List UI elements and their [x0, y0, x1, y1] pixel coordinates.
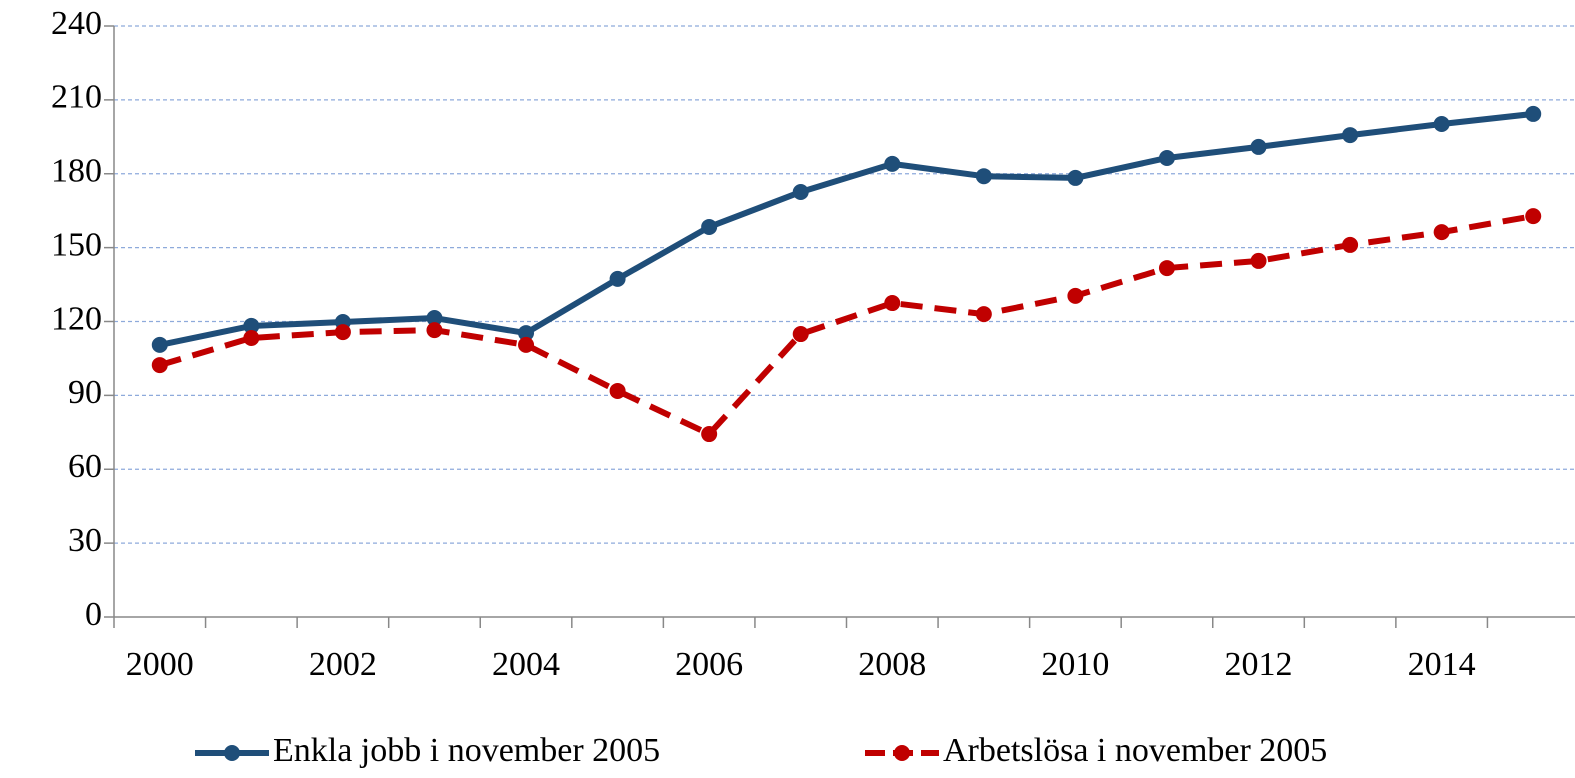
data-point — [1525, 105, 1542, 122]
data-point — [701, 218, 718, 235]
x-tick-label: 2012 — [1225, 646, 1293, 683]
data-point — [792, 183, 809, 200]
data-point — [609, 270, 626, 287]
data-point — [1342, 127, 1359, 144]
data-point — [701, 426, 718, 443]
data-point — [975, 306, 992, 323]
data-point — [334, 324, 351, 341]
data-point — [884, 295, 901, 312]
data-point — [1158, 260, 1175, 277]
data-point — [884, 155, 901, 172]
y-tick-label: 30 — [68, 522, 102, 559]
x-tick-label: 2006 — [675, 646, 743, 683]
x-tick-label: 2002 — [309, 646, 377, 683]
x-tick-label: 2014 — [1408, 646, 1476, 683]
y-tick-label: 180 — [51, 153, 102, 190]
data-point — [426, 310, 443, 327]
data-point — [1067, 169, 1084, 186]
data-point — [151, 357, 168, 374]
data-point — [1158, 149, 1175, 166]
data-point — [609, 382, 626, 399]
legend-item: Arbetslösa i november 2005 — [865, 732, 1327, 769]
x-tick-label: 2008 — [858, 646, 926, 683]
legend-marker — [224, 745, 240, 761]
data-point — [1433, 224, 1450, 241]
data-point — [426, 322, 443, 339]
legend-label: Enkla jobb i november 2005 — [273, 732, 660, 769]
data-point — [1250, 252, 1267, 269]
series-line — [159, 110, 1534, 348]
data-point — [1525, 208, 1542, 225]
data-point — [975, 168, 992, 185]
data-point — [518, 336, 535, 353]
y-tick-label: 240 — [51, 5, 102, 42]
y-tick-label: 150 — [51, 226, 102, 263]
y-tick-label: 60 — [68, 448, 102, 485]
data-point — [151, 336, 168, 353]
x-tick-label: 2004 — [492, 646, 560, 683]
legend-marker — [894, 745, 910, 761]
series-line — [158, 213, 1534, 438]
legend-label: Arbetslösa i november 2005 — [943, 732, 1327, 769]
y-tick-label: 210 — [51, 79, 102, 116]
y-tick-label: 120 — [51, 300, 102, 337]
y-tick-label: 0 — [85, 596, 102, 633]
data-point — [1067, 287, 1084, 304]
data-point — [243, 317, 260, 334]
y-tick-label: 90 — [68, 374, 102, 411]
data-point — [1342, 236, 1359, 253]
data-point — [1433, 116, 1450, 133]
data-point — [243, 329, 260, 346]
data-point — [792, 326, 809, 343]
legend-item: Enkla jobb i november 2005 — [195, 732, 660, 769]
x-tick-label: 2010 — [1041, 646, 1109, 683]
x-tick-label: 2000 — [126, 646, 194, 683]
data-point — [1250, 138, 1267, 155]
data-point — [518, 325, 535, 342]
